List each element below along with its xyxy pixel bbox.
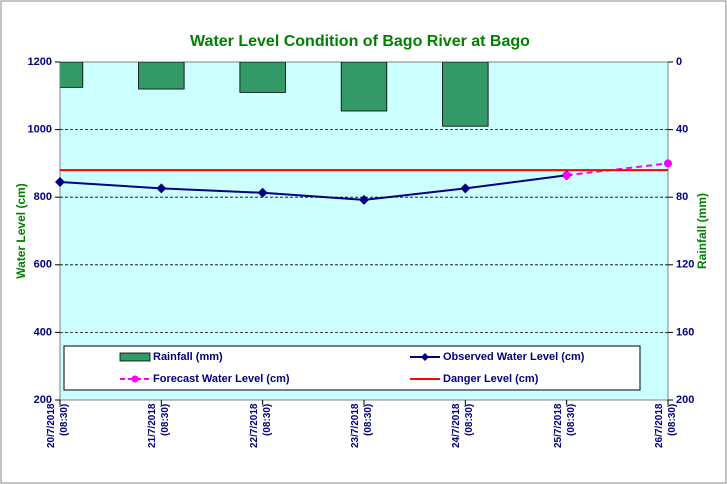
point [562,171,571,180]
y-tick-label: 1000 [28,124,52,136]
legend-swatch [119,352,151,362]
chart-title: Water Level Condition of Bago River at B… [190,33,530,50]
y-tick-label: 1200 [28,56,52,68]
legend [63,345,641,391]
legend-label: Observed Water Level (cm) [443,351,585,363]
rain-bar [442,62,489,127]
x-tick-label: 21/7/2018 (08:30) [147,404,172,449]
legend-marker [131,375,139,383]
rain-bar [60,62,84,88]
legend-marker [421,353,429,361]
y-tick-label: 200 [34,394,52,406]
y2-tick-label: 120 [676,259,694,271]
point [460,183,471,194]
y2-tick-label: 40 [676,124,688,136]
point [55,176,65,187]
x-tick-label: 25/7/2018 (08:30) [552,404,577,449]
rain-bar [138,62,185,90]
line-series [60,174,567,201]
y-tick-label: 800 [34,191,52,203]
y-tick-label: 400 [34,326,52,338]
y2-tick-label: 80 [676,191,688,203]
y-tick-label: 600 [34,259,52,271]
point [156,183,167,194]
legend-label: Rainfall (mm) [153,351,223,363]
y-axis-label: Water Level (cm) [14,183,28,279]
plot-layer [60,62,668,201]
x-tick-label: 20/7/2018 (08:30) [46,404,70,449]
x-tick-label: 23/7/2018 (08:30) [350,404,374,449]
point [257,187,268,198]
x-tick-label: 26/7/2018 (08:30) [654,404,678,449]
point [359,194,369,205]
point [664,159,672,168]
legend-label: Danger Level (cm) [443,373,539,385]
y2-tick-label: 0 [676,56,682,68]
x-tick-label: 24/7/2018 (08:30) [451,404,476,449]
plot-area [59,61,669,401]
x-tick-label: 22/7/2018 (08:30) [248,404,273,449]
legend-label: Forecast Water Level (cm) [153,373,290,385]
y2-tick-label: 160 [676,326,694,338]
rain-bar [340,62,388,112]
y2-axis-label: Rainfall (mm) [695,193,709,269]
rain-bar [239,62,286,93]
y2-tick-label: 200 [676,394,694,406]
